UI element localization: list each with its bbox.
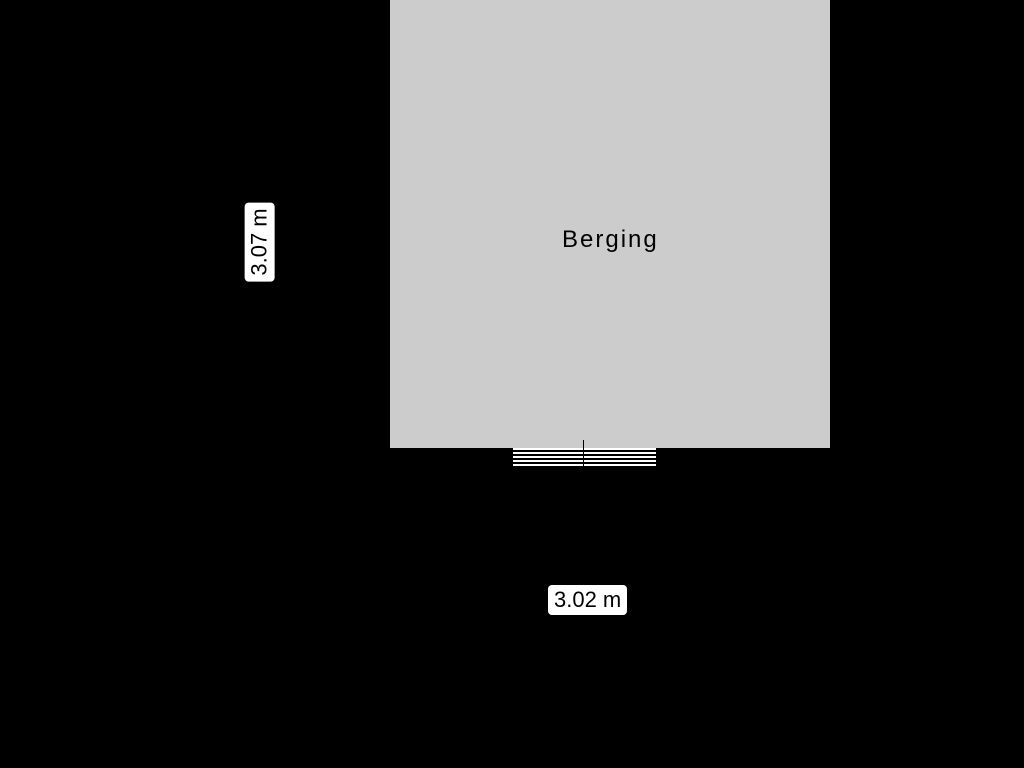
room-berging [390, 0, 830, 448]
room-label-berging: Berging [562, 226, 659, 254]
dimension-height-label: 3.07 m [245, 202, 275, 281]
dimension-width-label: 3.02 m [548, 585, 627, 615]
door-threshold [512, 448, 657, 466]
door-center-tick [583, 440, 584, 470]
floorplan-canvas: Berging 3.07 m 3.02 m [0, 0, 1024, 768]
